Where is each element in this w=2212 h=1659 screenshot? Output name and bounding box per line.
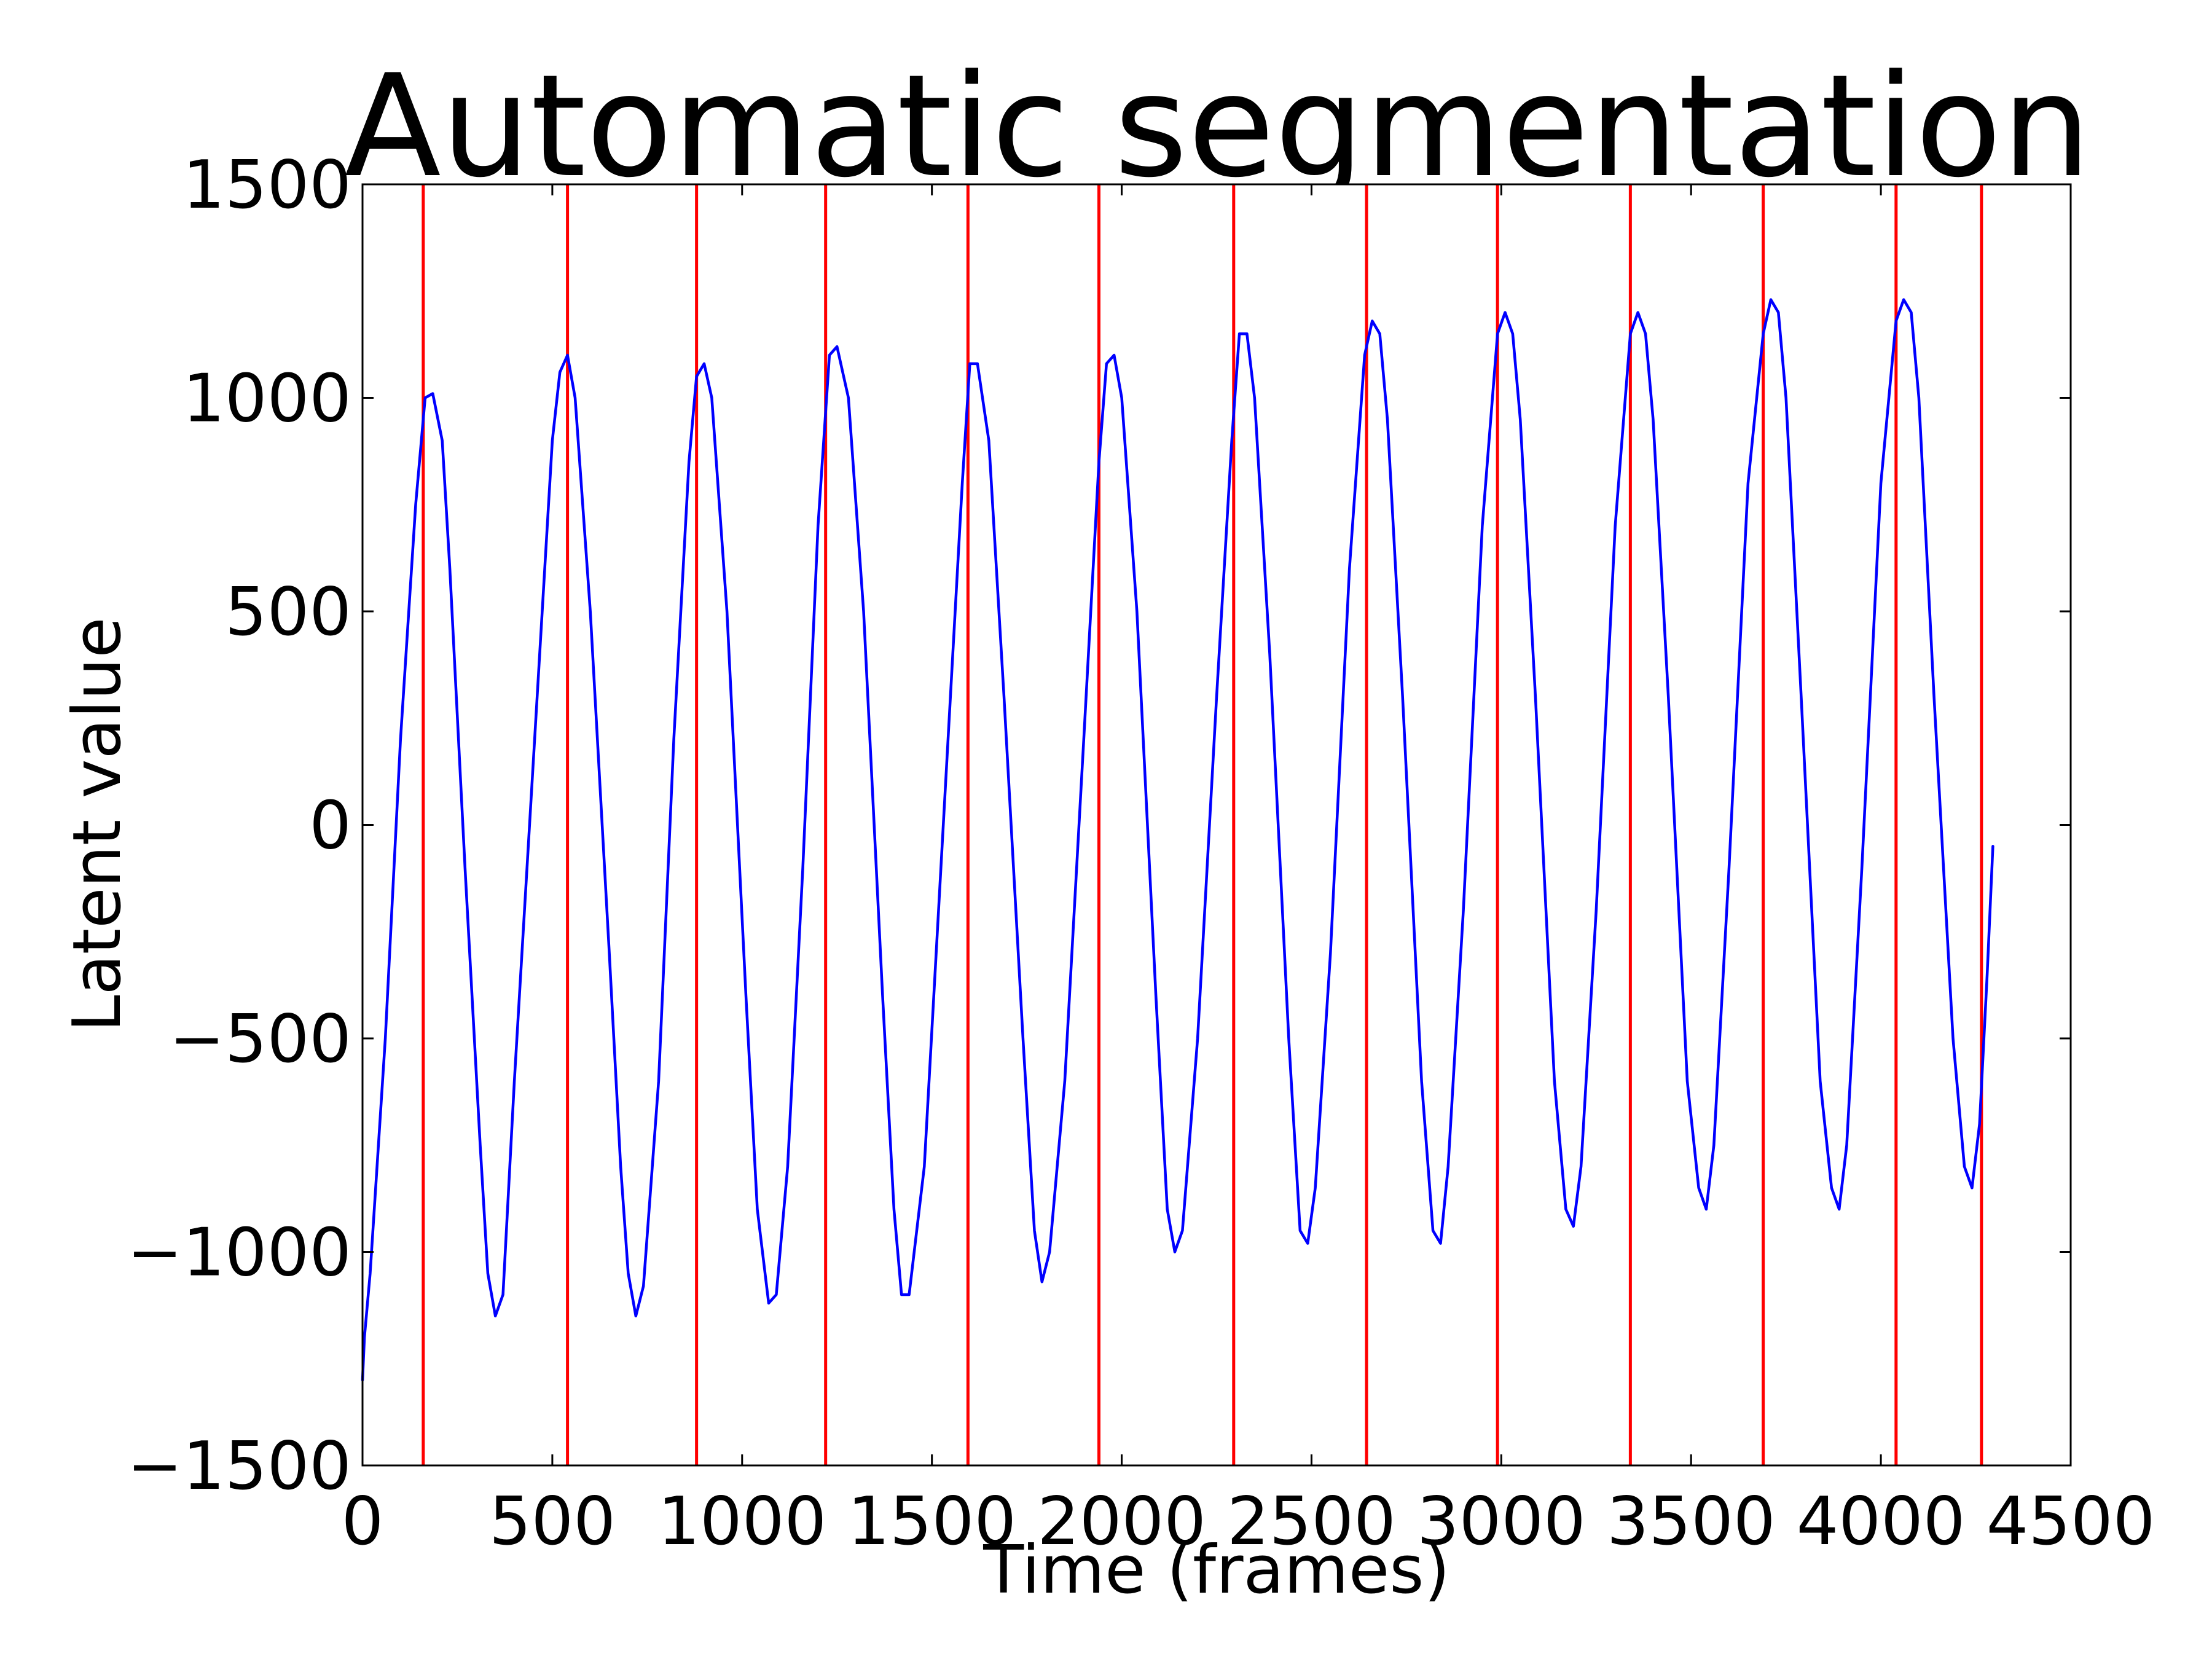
y-tick-label: −1000 (127, 1215, 351, 1292)
x-tick-label: 1000 (657, 1483, 826, 1560)
x-tick-label: 3000 (1417, 1483, 1586, 1560)
plot-area (361, 183, 2072, 1467)
x-axis-ticks: 0 500 1000 1500 2000 2500 3000 3500 4000 4500 (342, 184, 2155, 1560)
x-tick-label: 4500 (1986, 1483, 2155, 1560)
x-tick-label: 0 (342, 1483, 384, 1560)
y-axis-label: Latent value (59, 617, 136, 1032)
y-axis-ticks: −1500 −1000 −500 0 500 1000 1500 (127, 147, 2071, 1505)
y-tick-label: 500 (225, 574, 351, 651)
x-tick-label: 500 (489, 1483, 616, 1560)
y-tick-label: −1500 (127, 1428, 351, 1505)
y-tick-label: −500 (169, 1001, 351, 1078)
x-tick-label: 2000 (1037, 1483, 1206, 1560)
x-tick-label: 3500 (1607, 1483, 1776, 1560)
y-tick-label: 1500 (182, 147, 351, 224)
y-tick-label: 1000 (182, 361, 351, 437)
x-axis-label: Time (frames) (982, 1532, 1449, 1609)
x-tick-label: 4000 (1797, 1483, 1966, 1560)
plot-background (363, 184, 2071, 1465)
x-tick-label: 2500 (1227, 1483, 1396, 1560)
y-tick-label: 0 (309, 788, 351, 865)
x-tick-label: 1500 (847, 1483, 1016, 1560)
chart-title: Automatic segmentation (345, 45, 2092, 209)
series-layer (361, 298, 1994, 1382)
series-line-1 (361, 298, 1994, 1382)
